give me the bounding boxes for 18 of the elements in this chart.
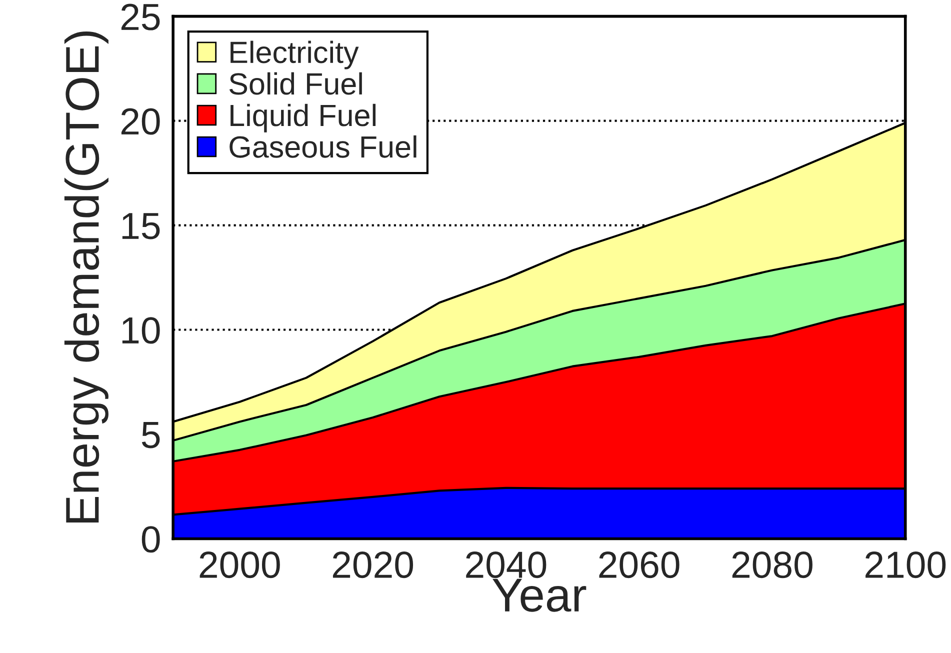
y-axis-title: Energy demand(GTOE) xyxy=(64,32,108,523)
x-tick-label: 2100 xyxy=(866,552,946,578)
legend-label: Liquid Fuel xyxy=(230,104,376,132)
x-axis-title: Year xyxy=(492,578,586,612)
y-tick-label: 0 xyxy=(142,526,160,553)
y-tick-label: 5 xyxy=(142,422,160,448)
y-tick-label: 15 xyxy=(122,213,160,240)
legend-label: Gaseous Fuel xyxy=(230,135,416,158)
y-tick-label: 25 xyxy=(121,4,160,30)
x-tick-label: 2020 xyxy=(332,552,414,578)
y-tick-label: 10 xyxy=(122,317,160,344)
legend-label: Electricity xyxy=(230,40,359,70)
x-tick-label: 2040 xyxy=(466,552,546,578)
y-tick-label: 20 xyxy=(121,108,160,135)
x-tick-label: 2060 xyxy=(599,552,680,578)
legend-label: Solid Fuel xyxy=(229,72,362,95)
x-tick-label: 2000 xyxy=(200,552,280,578)
x-tick-label: 2080 xyxy=(732,552,812,578)
